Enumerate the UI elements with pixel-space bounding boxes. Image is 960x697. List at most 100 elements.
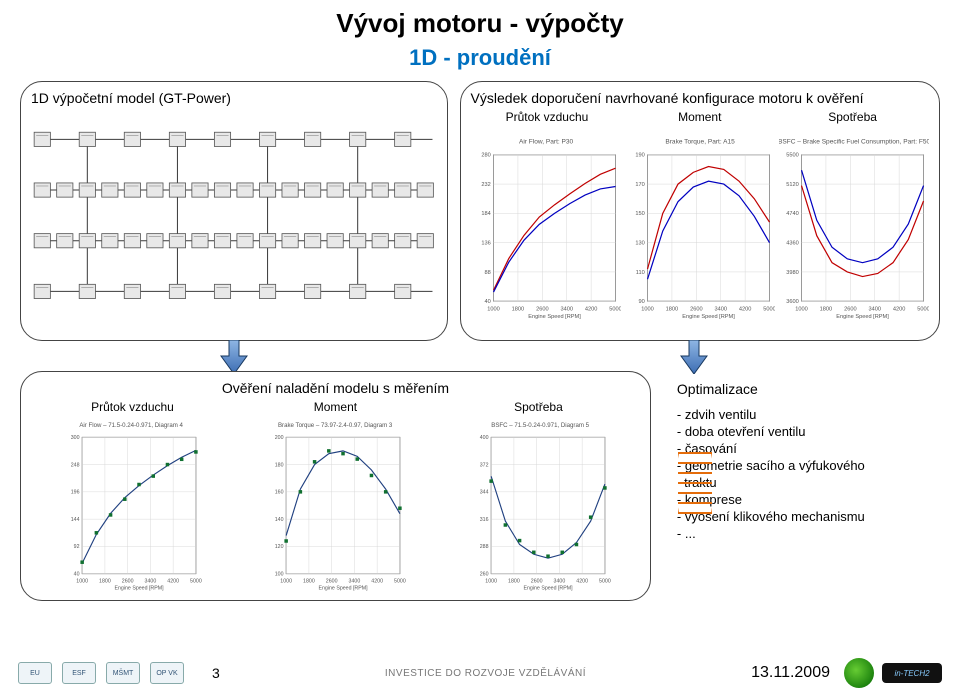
footer-date: 13.11.2009 — [751, 664, 830, 682]
svg-text:Air Flow, Part: P30: Air Flow, Part: P30 — [519, 139, 574, 146]
svg-text:200: 200 — [275, 435, 284, 441]
col-bsfc: Spotřeba — [776, 110, 929, 124]
results-header: Výsledek doporučení navrhované konfigura… — [471, 90, 929, 106]
svg-text:92: 92 — [74, 544, 80, 550]
verification-col-labels: Průtok vzduchu Moment Spotřeba — [31, 400, 640, 414]
opt-item: - ... — [677, 526, 926, 541]
footer: EU ESF MŠMT OP VK 3 INVESTICE DO ROZVOJE… — [0, 649, 960, 697]
svg-text:144: 144 — [71, 517, 80, 523]
svg-text:288: 288 — [479, 544, 488, 550]
svg-text:140: 140 — [275, 517, 284, 523]
orange-connector — [678, 448, 712, 518]
svg-text:120: 120 — [275, 544, 284, 550]
svg-text:4740: 4740 — [786, 211, 799, 217]
svg-text:316: 316 — [479, 517, 488, 523]
results-col-labels: Průtok vzduchu Moment Spotřeba — [471, 110, 929, 124]
svg-text:5000: 5000 — [609, 307, 621, 313]
arrow-down-right — [680, 340, 708, 374]
svg-text:344: 344 — [479, 490, 488, 496]
chart-top-torque: Brake Torque, Part: A1510001800260034004… — [625, 128, 775, 328]
svg-text:170: 170 — [635, 182, 644, 188]
svg-text:1000: 1000 — [487, 307, 500, 313]
svg-text:5000: 5000 — [599, 579, 611, 585]
opt-item: - zdvih ventilu — [677, 407, 926, 422]
page-number: 3 — [212, 665, 220, 681]
opt-item: - komprese — [677, 492, 926, 507]
page-title: Vývoj motoru - výpočty — [0, 0, 960, 39]
svg-text:Engine Speed [RPM]: Engine Speed [RPM] — [682, 314, 735, 320]
chart-top-bsfc: BSFC – Brake Specific Fuel Consumption, … — [779, 128, 929, 328]
col-moment: Moment — [623, 110, 776, 124]
svg-text:3400: 3400 — [553, 579, 565, 585]
svg-text:2600: 2600 — [690, 307, 703, 313]
logo-eu-icon: EU — [18, 662, 52, 684]
svg-text:Engine Speed [RPM]: Engine Speed [RPM] — [319, 586, 369, 592]
svg-text:5000: 5000 — [394, 579, 406, 585]
bubble-results: Výsledek doporučení navrhované konfigura… — [460, 81, 940, 341]
gtpower-schematic — [31, 114, 437, 314]
svg-text:130: 130 — [635, 241, 644, 247]
svg-text:232: 232 — [481, 182, 490, 188]
svg-text:2600: 2600 — [326, 579, 338, 585]
svg-text:5000: 5000 — [763, 307, 775, 313]
svg-text:3980: 3980 — [786, 270, 799, 276]
opt-items: - zdvih ventilu - doba otevření ventilu - … — [677, 407, 926, 541]
svg-text:136: 136 — [481, 241, 490, 247]
svg-text:1000: 1000 — [485, 579, 497, 585]
opt-item: - doba otevření ventilu — [677, 424, 926, 439]
svg-text:40: 40 — [74, 572, 80, 578]
svg-text:4200: 4200 — [372, 579, 384, 585]
svg-text:260: 260 — [479, 572, 488, 578]
svg-text:4200: 4200 — [739, 307, 752, 313]
vcol-airflow: Průtok vzduchu — [31, 400, 234, 414]
svg-text:180: 180 — [275, 462, 284, 468]
opt-title: Optimalizace — [677, 381, 926, 397]
footer-logos-left: EU ESF MŠMT OP VK 3 — [18, 662, 220, 684]
vcol-bsfc: Spotřeba — [437, 400, 640, 414]
svg-text:1800: 1800 — [303, 579, 315, 585]
svg-text:100: 100 — [275, 572, 284, 578]
mid-row: Ověření naladění modelu s měřením Průtok… — [0, 341, 960, 601]
svg-text:BSFC – Brake Specific Fuel Con: BSFC – Brake Specific Fuel Consumption, … — [779, 139, 929, 146]
svg-text:1000: 1000 — [76, 579, 88, 585]
opt-item: - časování — [677, 441, 926, 456]
svg-text:400: 400 — [479, 435, 488, 441]
logo-msmt-icon: MŠMT — [106, 662, 140, 684]
vcol-moment: Moment — [234, 400, 437, 414]
svg-text:Engine Speed [RPM]: Engine Speed [RPM] — [528, 314, 581, 320]
svg-text:Air Flow – 71.5-0.24-0.971, Di: Air Flow – 71.5-0.24-0.971, Diagram 4 — [79, 422, 183, 429]
svg-text:1800: 1800 — [511, 307, 524, 313]
svg-text:1000: 1000 — [281, 579, 293, 585]
logo-opvk-icon: OP VK — [150, 662, 184, 684]
svg-text:Brake Torque – 73.97-2.4-0.97,: Brake Torque – 73.97-2.4-0.97, Diagram 3 — [278, 422, 393, 429]
svg-text:160: 160 — [275, 490, 284, 496]
svg-text:Engine Speed [RPM]: Engine Speed [RPM] — [115, 586, 165, 592]
logo-esf-icon: ESF — [62, 662, 96, 684]
svg-text:184: 184 — [481, 211, 490, 217]
svg-text:5000: 5000 — [917, 307, 929, 313]
results-charts: Air Flow, Part: P30 1000 1800 2600 3400 4200 5… — [471, 128, 929, 328]
chart-mid-airflow: Air Flow – 71.5-0.24-0.971, Diagram 4 100… — [31, 418, 231, 593]
top-row: 1D výpočetní model (GT-Power) Výsledek d… — [0, 71, 960, 341]
svg-text:248: 248 — [71, 462, 80, 468]
svg-text:1800: 1800 — [820, 307, 833, 313]
opt-item: - vyosení klikového mechanismu — [677, 509, 926, 524]
svg-text:1800: 1800 — [508, 579, 520, 585]
svg-text:2600: 2600 — [536, 307, 549, 313]
svg-text:3600: 3600 — [786, 299, 799, 305]
svg-text:Brake Torque, Part: A15: Brake Torque, Part: A15 — [665, 139, 735, 146]
svg-text:40: 40 — [484, 299, 490, 305]
svg-text:5120: 5120 — [786, 182, 799, 188]
svg-text:5500: 5500 — [786, 153, 799, 159]
svg-text:3400: 3400 — [349, 579, 361, 585]
svg-text:150: 150 — [635, 211, 644, 217]
svg-text:2600: 2600 — [530, 579, 542, 585]
chart-mid-bsfc: BSFC – 71.5-0.24-0.971, Diagram 51000180… — [440, 418, 640, 593]
opt-item: - geometrie sacího a výfukového — [677, 458, 926, 473]
svg-text:90: 90 — [638, 299, 644, 305]
bubble-verification: Ověření naladění modelu s měřením Průtok… — [20, 371, 651, 601]
svg-text:4360: 4360 — [786, 241, 799, 247]
svg-text:280: 280 — [481, 153, 490, 159]
svg-text:Engine Speed [RPM]: Engine Speed [RPM] — [523, 586, 573, 592]
svg-text:3400: 3400 — [560, 307, 573, 313]
